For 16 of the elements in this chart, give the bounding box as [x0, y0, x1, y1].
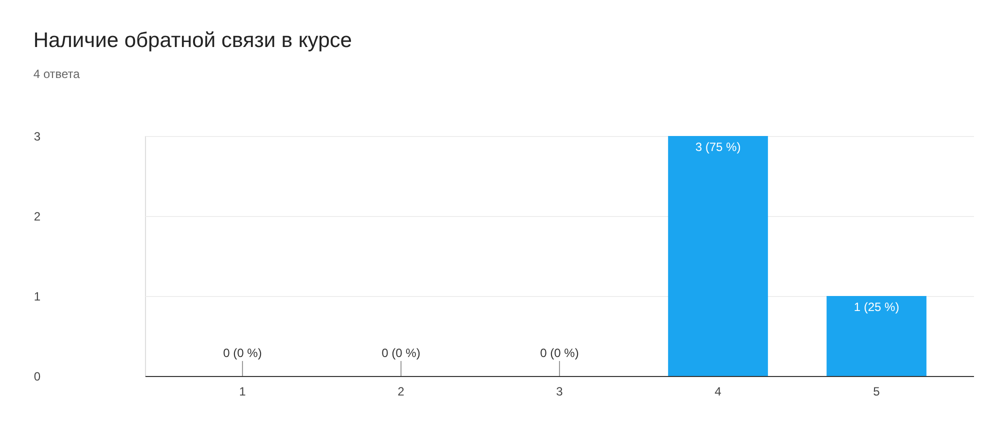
- x-tick-label: 3: [556, 384, 564, 398]
- y-tick-label: 1: [34, 290, 41, 304]
- chart-subtitle: 4 ответа: [33, 67, 80, 81]
- data-label: 0 (0 %): [382, 346, 420, 360]
- y-tick-label: 3: [34, 130, 41, 144]
- y-tick-label: 2: [34, 210, 41, 224]
- x-tick-label: 1: [239, 384, 246, 398]
- x-tick-label: 2: [398, 384, 405, 398]
- data-label: 0 (0 %): [223, 346, 262, 360]
- chart-title: Наличие обратной связи в курсе: [33, 29, 352, 52]
- x-tick-label: 5: [873, 384, 880, 398]
- data-label: 0 (0 %): [540, 346, 579, 360]
- data-label: 1 (25 %): [854, 300, 900, 314]
- y-tick-label: 0: [34, 370, 41, 384]
- x-tick-label: 4: [714, 384, 722, 398]
- data-label: 3 (75 %): [695, 140, 741, 154]
